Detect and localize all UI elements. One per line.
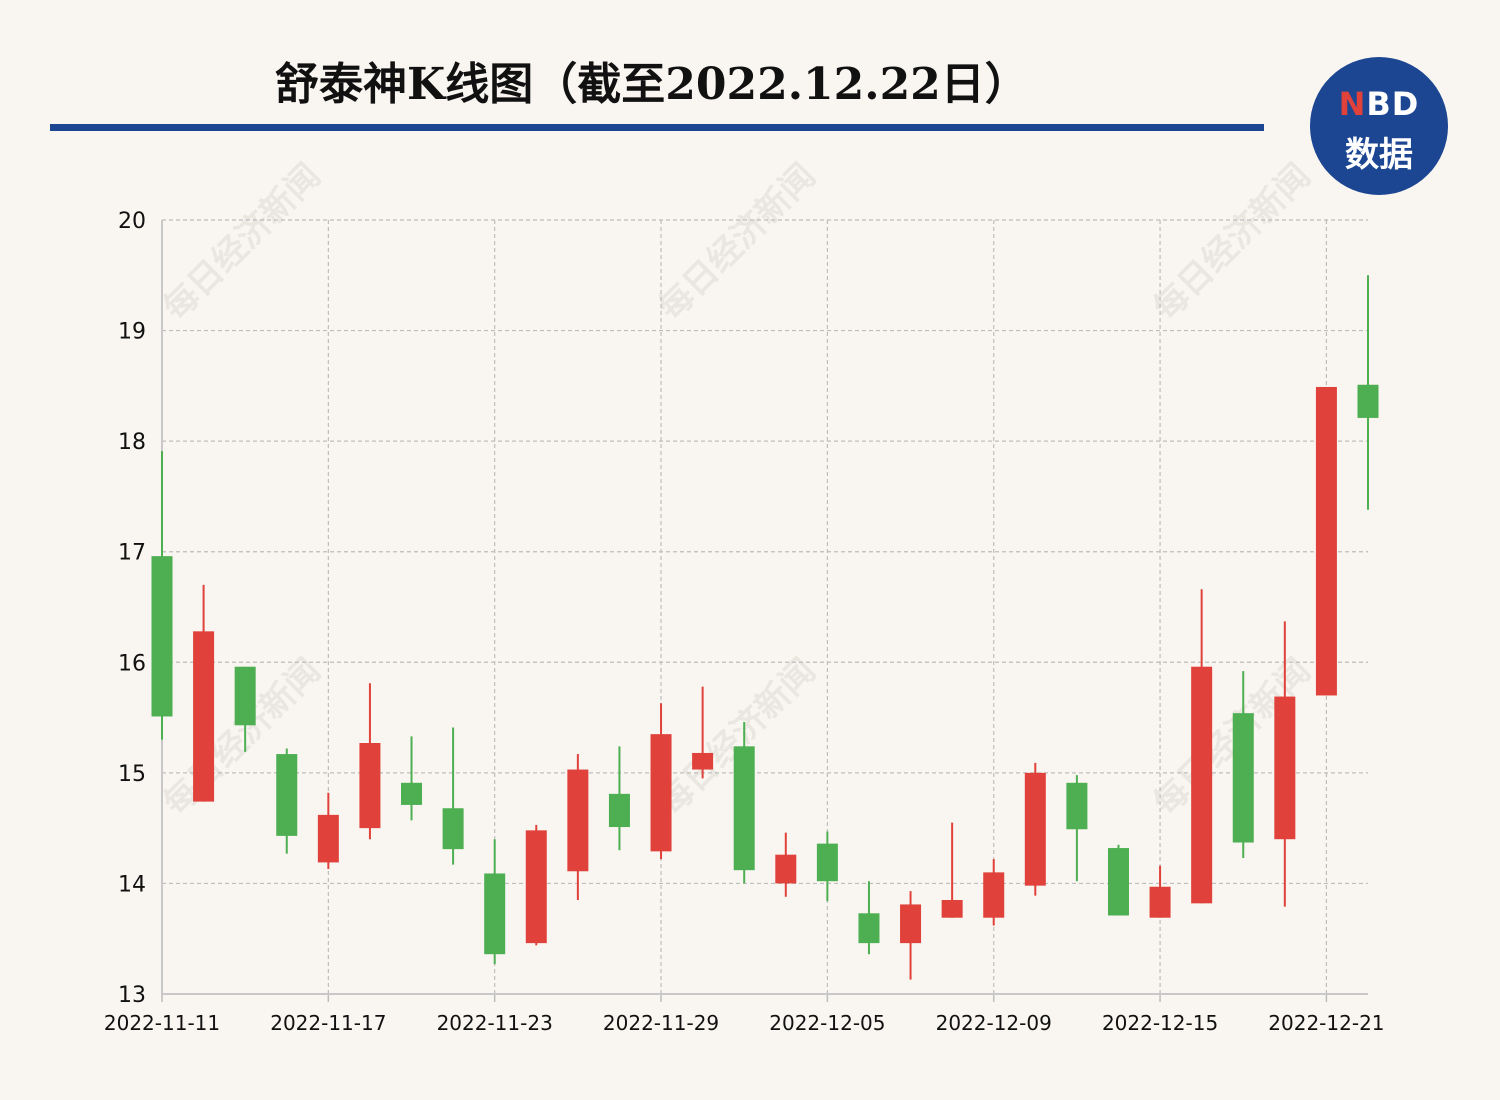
y-tick-label: 17 xyxy=(118,541,146,566)
candle-body xyxy=(775,854,797,884)
y-tick-label: 14 xyxy=(118,872,146,897)
candle-body xyxy=(941,900,963,918)
candle-body xyxy=(442,808,464,850)
logo-line2: 数据 xyxy=(1345,135,1413,175)
logo-accent-letter: N xyxy=(1338,85,1367,123)
candle-body xyxy=(1107,848,1129,916)
logo-letters: BD xyxy=(1366,85,1420,123)
candle-body xyxy=(567,769,589,872)
candle-body xyxy=(650,734,672,852)
x-tick-label: 2022-12-15 xyxy=(1102,1011,1218,1035)
title-underline xyxy=(50,124,1264,131)
logo-line1: NBD xyxy=(1310,85,1448,123)
x-tick-label: 2022-12-21 xyxy=(1268,1011,1384,1035)
y-tick-label: 19 xyxy=(118,320,146,345)
watermark-text: 每日经济新闻 xyxy=(651,156,824,329)
candle-body xyxy=(983,872,1005,918)
candle-body xyxy=(692,752,714,770)
candle-body xyxy=(1315,386,1337,696)
candle-body xyxy=(1232,713,1254,843)
watermark-text: 每日经济新闻 xyxy=(156,156,329,329)
candle-body xyxy=(1274,696,1296,840)
candle-body xyxy=(359,743,381,829)
chart-title: 舒泰神K线图（截至2022.12.22日） xyxy=(275,59,1029,110)
y-tick-label: 20 xyxy=(118,209,146,234)
y-tick-label: 18 xyxy=(118,430,146,455)
candle-body xyxy=(733,746,755,871)
x-tick-label: 2022-11-29 xyxy=(603,1011,719,1035)
candle-body xyxy=(1149,886,1171,918)
candle-body xyxy=(900,904,922,944)
watermark-text: 每日经济新闻 xyxy=(1146,156,1319,329)
x-tick-label: 2022-12-05 xyxy=(769,1011,885,1035)
candle-body xyxy=(608,793,630,828)
candle-body xyxy=(234,666,256,726)
x-tick-label: 2022-12-09 xyxy=(936,1011,1052,1035)
candle-body xyxy=(1024,772,1046,886)
candle-body xyxy=(151,556,173,717)
candle-body xyxy=(858,913,880,944)
y-tick-label: 16 xyxy=(118,651,146,676)
candle-body xyxy=(525,830,547,944)
candle-body xyxy=(1191,666,1213,904)
candle-body xyxy=(1357,384,1379,418)
candle-body xyxy=(193,631,215,802)
nbd-logo: NBD 数据 xyxy=(1310,57,1448,195)
y-tick-label: 15 xyxy=(118,762,146,787)
x-tick-label: 2022-11-11 xyxy=(104,1011,220,1035)
candle-body xyxy=(484,873,506,955)
x-tick-label: 2022-11-17 xyxy=(270,1011,386,1035)
candle-body xyxy=(317,814,339,863)
candle-body xyxy=(401,782,423,805)
candle-body xyxy=(816,843,838,882)
candle-body xyxy=(1066,782,1088,830)
candle-body xyxy=(276,754,298,836)
x-tick-label: 2022-11-23 xyxy=(437,1011,553,1035)
y-tick-label: 13 xyxy=(118,983,146,1008)
